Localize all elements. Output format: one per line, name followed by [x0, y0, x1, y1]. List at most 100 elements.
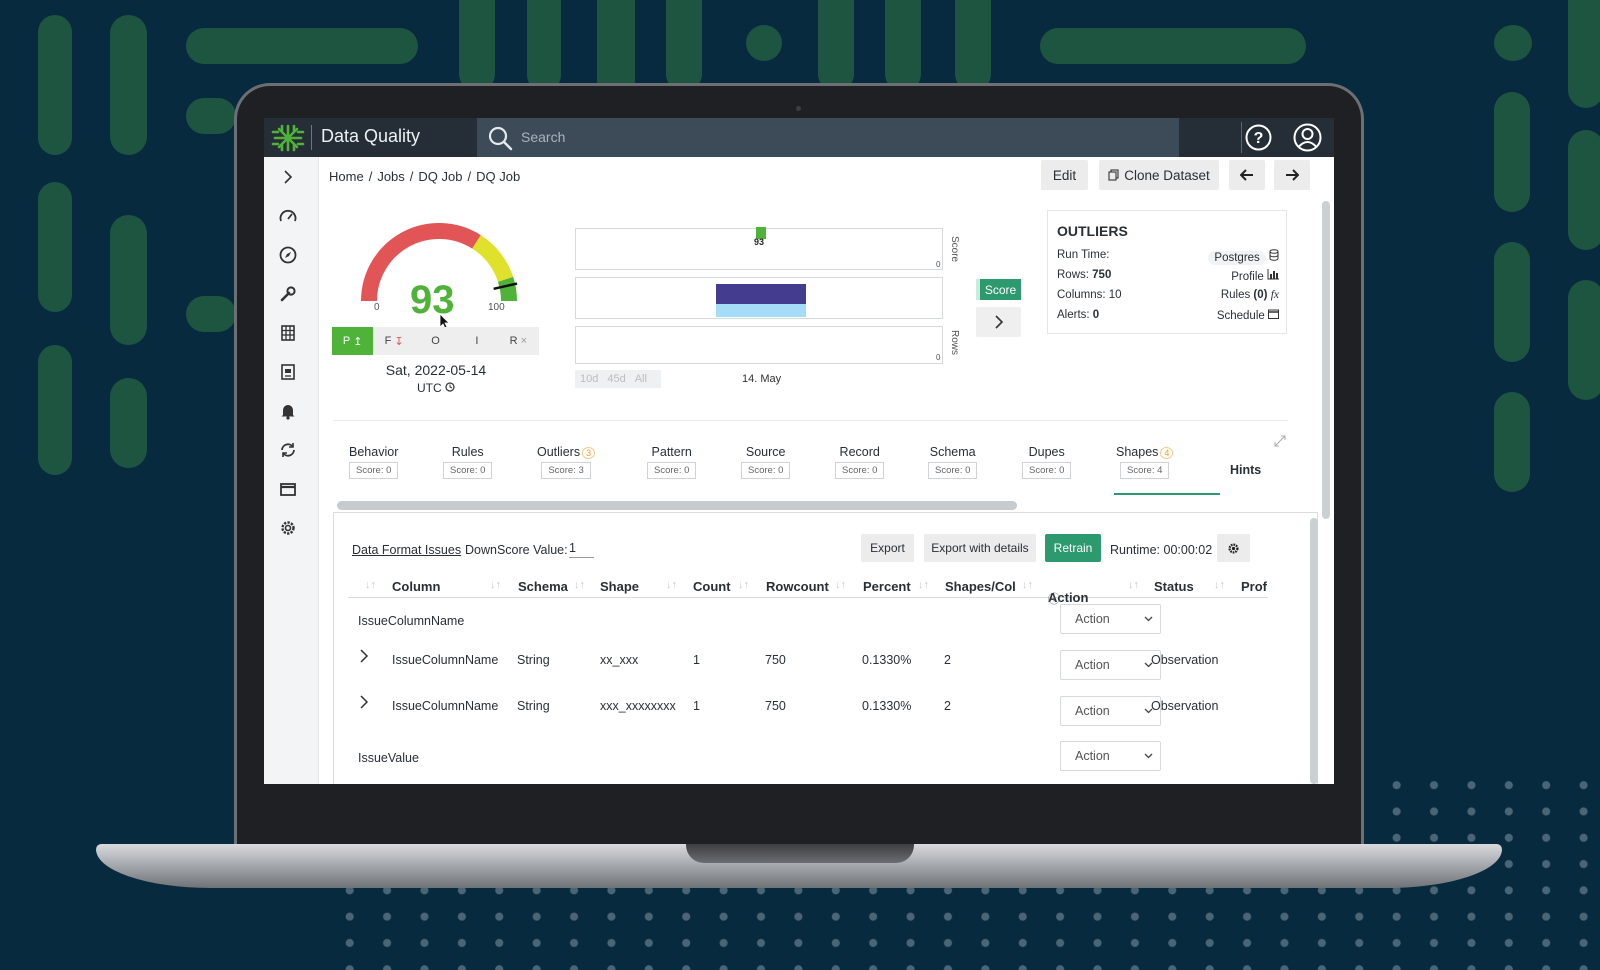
tab-hints[interactable]: Hints — [1230, 463, 1262, 477]
profile-link[interactable]: Profile — [1231, 269, 1279, 283]
breadcrumb: Home / Jobs / DQ Job / DQ Job — [329, 169, 521, 184]
chevron-down-icon — [1144, 753, 1153, 759]
export-with-details-button[interactable]: Export with details — [924, 534, 1036, 562]
rows-axis-label: Rows — [949, 330, 960, 356]
filter-o[interactable]: O — [414, 327, 457, 355]
calendar-icon[interactable] — [278, 479, 298, 499]
sort-icon[interactable]: ↓↑ — [835, 579, 846, 591]
action-dropdown[interactable]: Action — [1060, 650, 1161, 680]
filter-failing[interactable]: F ↧ — [373, 327, 415, 355]
user-avatar-icon[interactable] — [1291, 121, 1324, 154]
report-icon[interactable] — [278, 362, 298, 382]
range-all[interactable]: All — [634, 373, 647, 385]
expand-row-icon[interactable] — [359, 649, 369, 663]
sort-icon[interactable]: ↓↑ — [1022, 579, 1033, 591]
downscore-input[interactable]: 1 — [569, 541, 594, 558]
tab-record[interactable]: Record Score: 0 — [835, 445, 885, 479]
help-icon[interactable]: ? — [1242, 121, 1275, 154]
sort-icon[interactable]: ↓↑ — [918, 579, 929, 591]
tab-dupes[interactable]: Dupes Score: 0 — [1022, 445, 1072, 479]
sort-icon[interactable]: ↓↑ — [738, 579, 749, 591]
column-header-prof[interactable]: Prof — [1241, 579, 1267, 594]
column-header-shape[interactable]: Shape — [600, 579, 640, 594]
search-input[interactable] — [521, 126, 1121, 148]
clone-dataset-button[interactable]: Clone Dataset — [1099, 160, 1219, 190]
tab-outliers[interactable]: Outliers 3 Score: 3 — [537, 445, 596, 479]
rows-bar-chart — [575, 277, 943, 319]
tab-pattern[interactable]: Pattern Score: 0 — [647, 445, 697, 479]
column-header-status[interactable]: Status — [1154, 579, 1194, 594]
filter-passing[interactable]: P ↥ — [332, 327, 374, 355]
sort-icon[interactable]: ↓↑ — [490, 579, 501, 591]
tab-rules[interactable]: Rules Score: 0 — [443, 445, 493, 479]
retrain-button[interactable]: Retrain — [1045, 534, 1101, 562]
sort-icon[interactable]: ↓↑ — [365, 579, 376, 591]
wrench-icon[interactable] — [278, 284, 298, 304]
column-header-count[interactable]: Count — [693, 579, 731, 594]
column-header-rowcount[interactable]: Rowcount — [766, 579, 829, 594]
export-button[interactable]: Export — [861, 534, 914, 562]
bell-icon[interactable] — [278, 401, 298, 421]
range-10d[interactable]: 10d — [580, 373, 599, 385]
expand-row-icon[interactable] — [359, 695, 369, 709]
fx-icon: fx — [1270, 289, 1279, 301]
clock-icon — [445, 382, 455, 392]
postgres-pill[interactable]: Postgres — [1208, 249, 1279, 265]
sort-icon[interactable]: ↓↑ — [1128, 579, 1139, 591]
info-icon[interactable]: ⓘ — [1048, 592, 1061, 606]
maximize-icon[interactable] — [1274, 435, 1286, 447]
panel-vertical-scrollbar[interactable] — [1310, 518, 1318, 784]
database-icon — [1269, 249, 1279, 261]
previous-button[interactable] — [1229, 160, 1265, 190]
sort-icon[interactable]: ↓↑ — [574, 579, 585, 591]
column-header-schema[interactable]: Schema — [518, 579, 568, 594]
breadcrumb-jobs[interactable]: Jobs — [377, 169, 405, 184]
tab-schema[interactable]: Schema Score: 0 — [928, 445, 978, 479]
search-icon — [488, 126, 513, 151]
sort-icon[interactable]: ↓↑ — [666, 579, 677, 591]
expand-timeline-button[interactable] — [976, 307, 1021, 337]
horizontal-scrollbar[interactable] — [337, 501, 1017, 510]
panel-settings-button[interactable] — [1217, 534, 1250, 562]
sort-icon[interactable]: ↓↑ — [1214, 579, 1225, 591]
rules-link[interactable]: Rules (0) fx — [1220, 289, 1279, 301]
filter-r[interactable]: R × — [497, 327, 540, 355]
breadcrumb-dq-job[interactable]: DQ Job — [418, 169, 463, 184]
action-dropdown[interactable]: Action — [1060, 741, 1161, 771]
schedule-link[interactable]: Schedule — [1217, 309, 1279, 322]
logo-separator — [311, 125, 312, 150]
table-grid-icon[interactable] — [278, 323, 298, 343]
tab-behavior[interactable]: Behavior Score: 0 — [349, 445, 399, 479]
column-header-column[interactable]: Column — [392, 579, 441, 594]
edit-button[interactable]: Edit — [1041, 160, 1088, 190]
sync-icon[interactable] — [278, 440, 298, 460]
table-header: ↓↑ Column ↓↑ Schema ↓↑ Shape ↓↑ Count ↓↑… — [348, 568, 1268, 606]
search-bar[interactable] — [477, 118, 1179, 157]
filter-i[interactable]: I — [456, 327, 498, 355]
cell-shape: xxx_xxxxxxxx — [600, 699, 676, 713]
range-45d[interactable]: 45d — [607, 373, 626, 385]
action-dropdown[interactable]: Action — [1060, 696, 1161, 726]
data-format-issues-link[interactable]: Data Format Issues — [352, 543, 462, 557]
tab-source[interactable]: Source Score: 0 — [741, 445, 791, 479]
settings-gear-icon[interactable] — [278, 518, 298, 538]
dashboard-gauge-icon[interactable] — [278, 206, 298, 226]
tab-shapes[interactable]: Shapes 4 Score: 4 — [1116, 445, 1174, 479]
group-header: IssueValue — [358, 751, 419, 765]
clone-dataset-label: Clone Dataset — [1124, 167, 1210, 183]
column-header-shapes-col[interactable]: Shapes/Col — [945, 579, 1016, 594]
column-header-percent[interactable]: Percent — [863, 579, 911, 594]
score-toggle-button[interactable]: Score — [976, 279, 1021, 300]
app-title: Data Quality — [321, 126, 421, 146]
breadcrumb-home[interactable]: Home — [329, 169, 364, 184]
calendar-icon — [1268, 309, 1279, 319]
vertical-scrollbar[interactable] — [1322, 201, 1330, 519]
expand-chevron-icon[interactable] — [278, 167, 298, 187]
alerts-stat: Alerts: 0 — [1057, 309, 1100, 321]
action-dropdown[interactable]: Action — [1060, 604, 1161, 634]
compass-icon[interactable] — [278, 245, 298, 265]
range-selector: 10d 45d All — [575, 370, 661, 388]
copy-icon — [1108, 169, 1119, 181]
run-time-label: Run Time: — [1057, 249, 1110, 261]
next-button[interactable] — [1274, 160, 1310, 190]
